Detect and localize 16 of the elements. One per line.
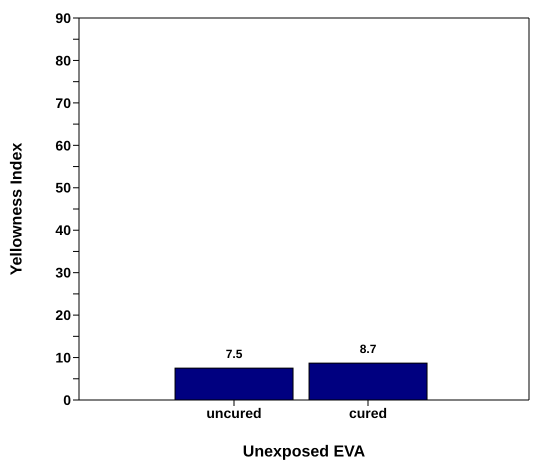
y-tick-label: 40 [55, 222, 72, 238]
y-tick-label: 90 [55, 10, 72, 26]
y-tick-label: 70 [55, 94, 72, 111]
x-axis-title: Unexposed EVA [242, 443, 366, 460]
y-tick-label: 0 [63, 392, 72, 408]
y-tick-label: 30 [55, 264, 72, 281]
y-tick-label: 20 [55, 307, 72, 324]
x-tick-label: cured [348, 404, 388, 421]
y-tick-label: 10 [55, 350, 72, 366]
y-tick-label: 80 [55, 52, 72, 68]
data-label: 7.5 [226, 347, 243, 362]
data-label: 8.7 [360, 342, 377, 356]
x-tick-label: uncured [206, 404, 262, 421]
y-tick-label: 60 [55, 137, 72, 154]
y-axis-title: Yellowness Index [8, 142, 26, 276]
y-tick-label: 50 [55, 180, 72, 196]
